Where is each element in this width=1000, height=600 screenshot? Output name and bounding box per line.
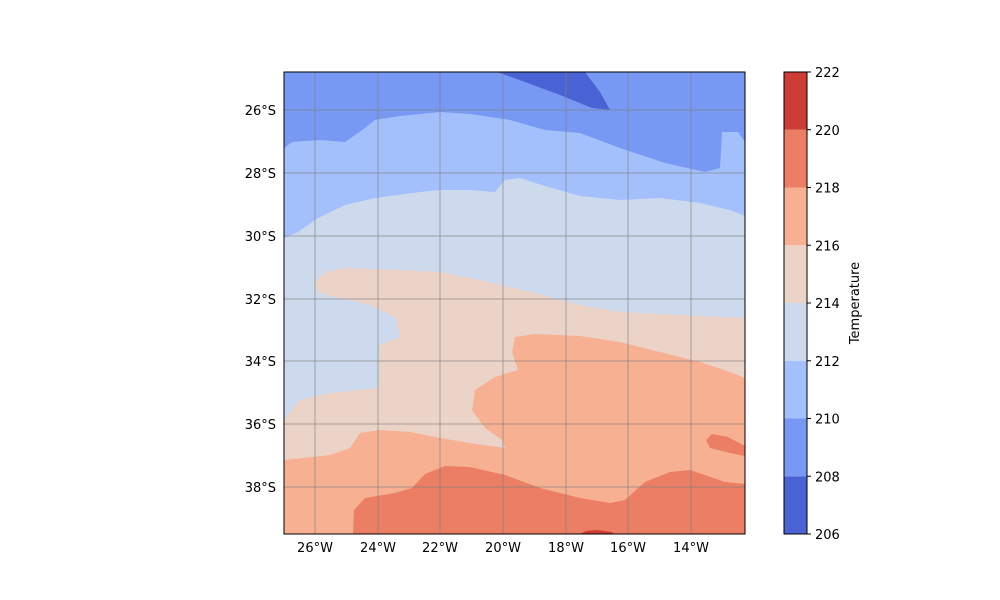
colorbar-ticks: 206 208 210 212 214 216 218 220 222 [807,66,840,543]
colorbar-swatch [784,129,807,188]
colorbar-label: Temperature [848,262,863,345]
x-tick-label: 16°W [610,541,646,556]
x-tick-label: 24°W [360,541,396,556]
map-frame [283,71,746,535]
contour-band-218-220-blob [706,434,745,456]
x-tick-label: 20°W [485,541,521,556]
colorbar-swatch [784,187,807,246]
y-tick-label: 32°S [245,293,276,308]
contour-band-216-218 [284,334,745,534]
colorbar: 206 208 210 212 214 216 218 220 222 Temperature [783,66,863,543]
colorbar-tick-label: 214 [815,297,840,312]
contour-band-206-208 [497,72,610,110]
y-tick-label: 38°S [245,481,276,496]
x-tick-label: 14°W [673,541,709,556]
colorbar-tick-label: 216 [815,239,840,254]
x-tick-labels: 26°W 24°W 22°W 20°W 18°W 16°W 14°W [297,541,709,556]
y-tick-label: 26°S [245,104,276,119]
colorbar-swatch [784,418,807,477]
colorbar-tick-label: 222 [815,66,840,81]
y-tick-label: 28°S [245,167,276,182]
map-plot-area [283,71,746,535]
colorbar-tick-label: 208 [815,470,840,485]
x-tick-label: 26°W [297,541,333,556]
y-tick-label: 36°S [245,418,276,433]
x-tick-label: 22°W [422,541,458,556]
colorbar-swatch [784,72,807,130]
colorbar-tick-label: 206 [815,528,840,543]
colorbar-tick-label: 220 [815,124,840,139]
colorbar-swatches [784,72,807,534]
y-tick-labels: 26°S 28°S 30°S 32°S 34°S 36°S 38°S [245,104,276,496]
colorbar-swatch [784,245,807,303]
y-tick-label: 34°S [245,355,276,370]
colorbar-tick-label: 212 [815,355,840,370]
colorbar-tick-label: 210 [815,413,840,428]
colorbar-swatch [784,476,807,534]
contour-band-220-222 [580,530,614,534]
colorbar-tick-label: 218 [815,182,840,197]
x-tick-label: 18°W [548,541,584,556]
temperature-contour-fill [284,72,745,534]
colorbar-swatch [784,303,807,361]
colorbar-swatch [784,360,807,419]
map-gridlines [284,72,745,534]
contour-band-218-220 [353,466,745,534]
y-tick-label: 30°S [245,230,276,245]
